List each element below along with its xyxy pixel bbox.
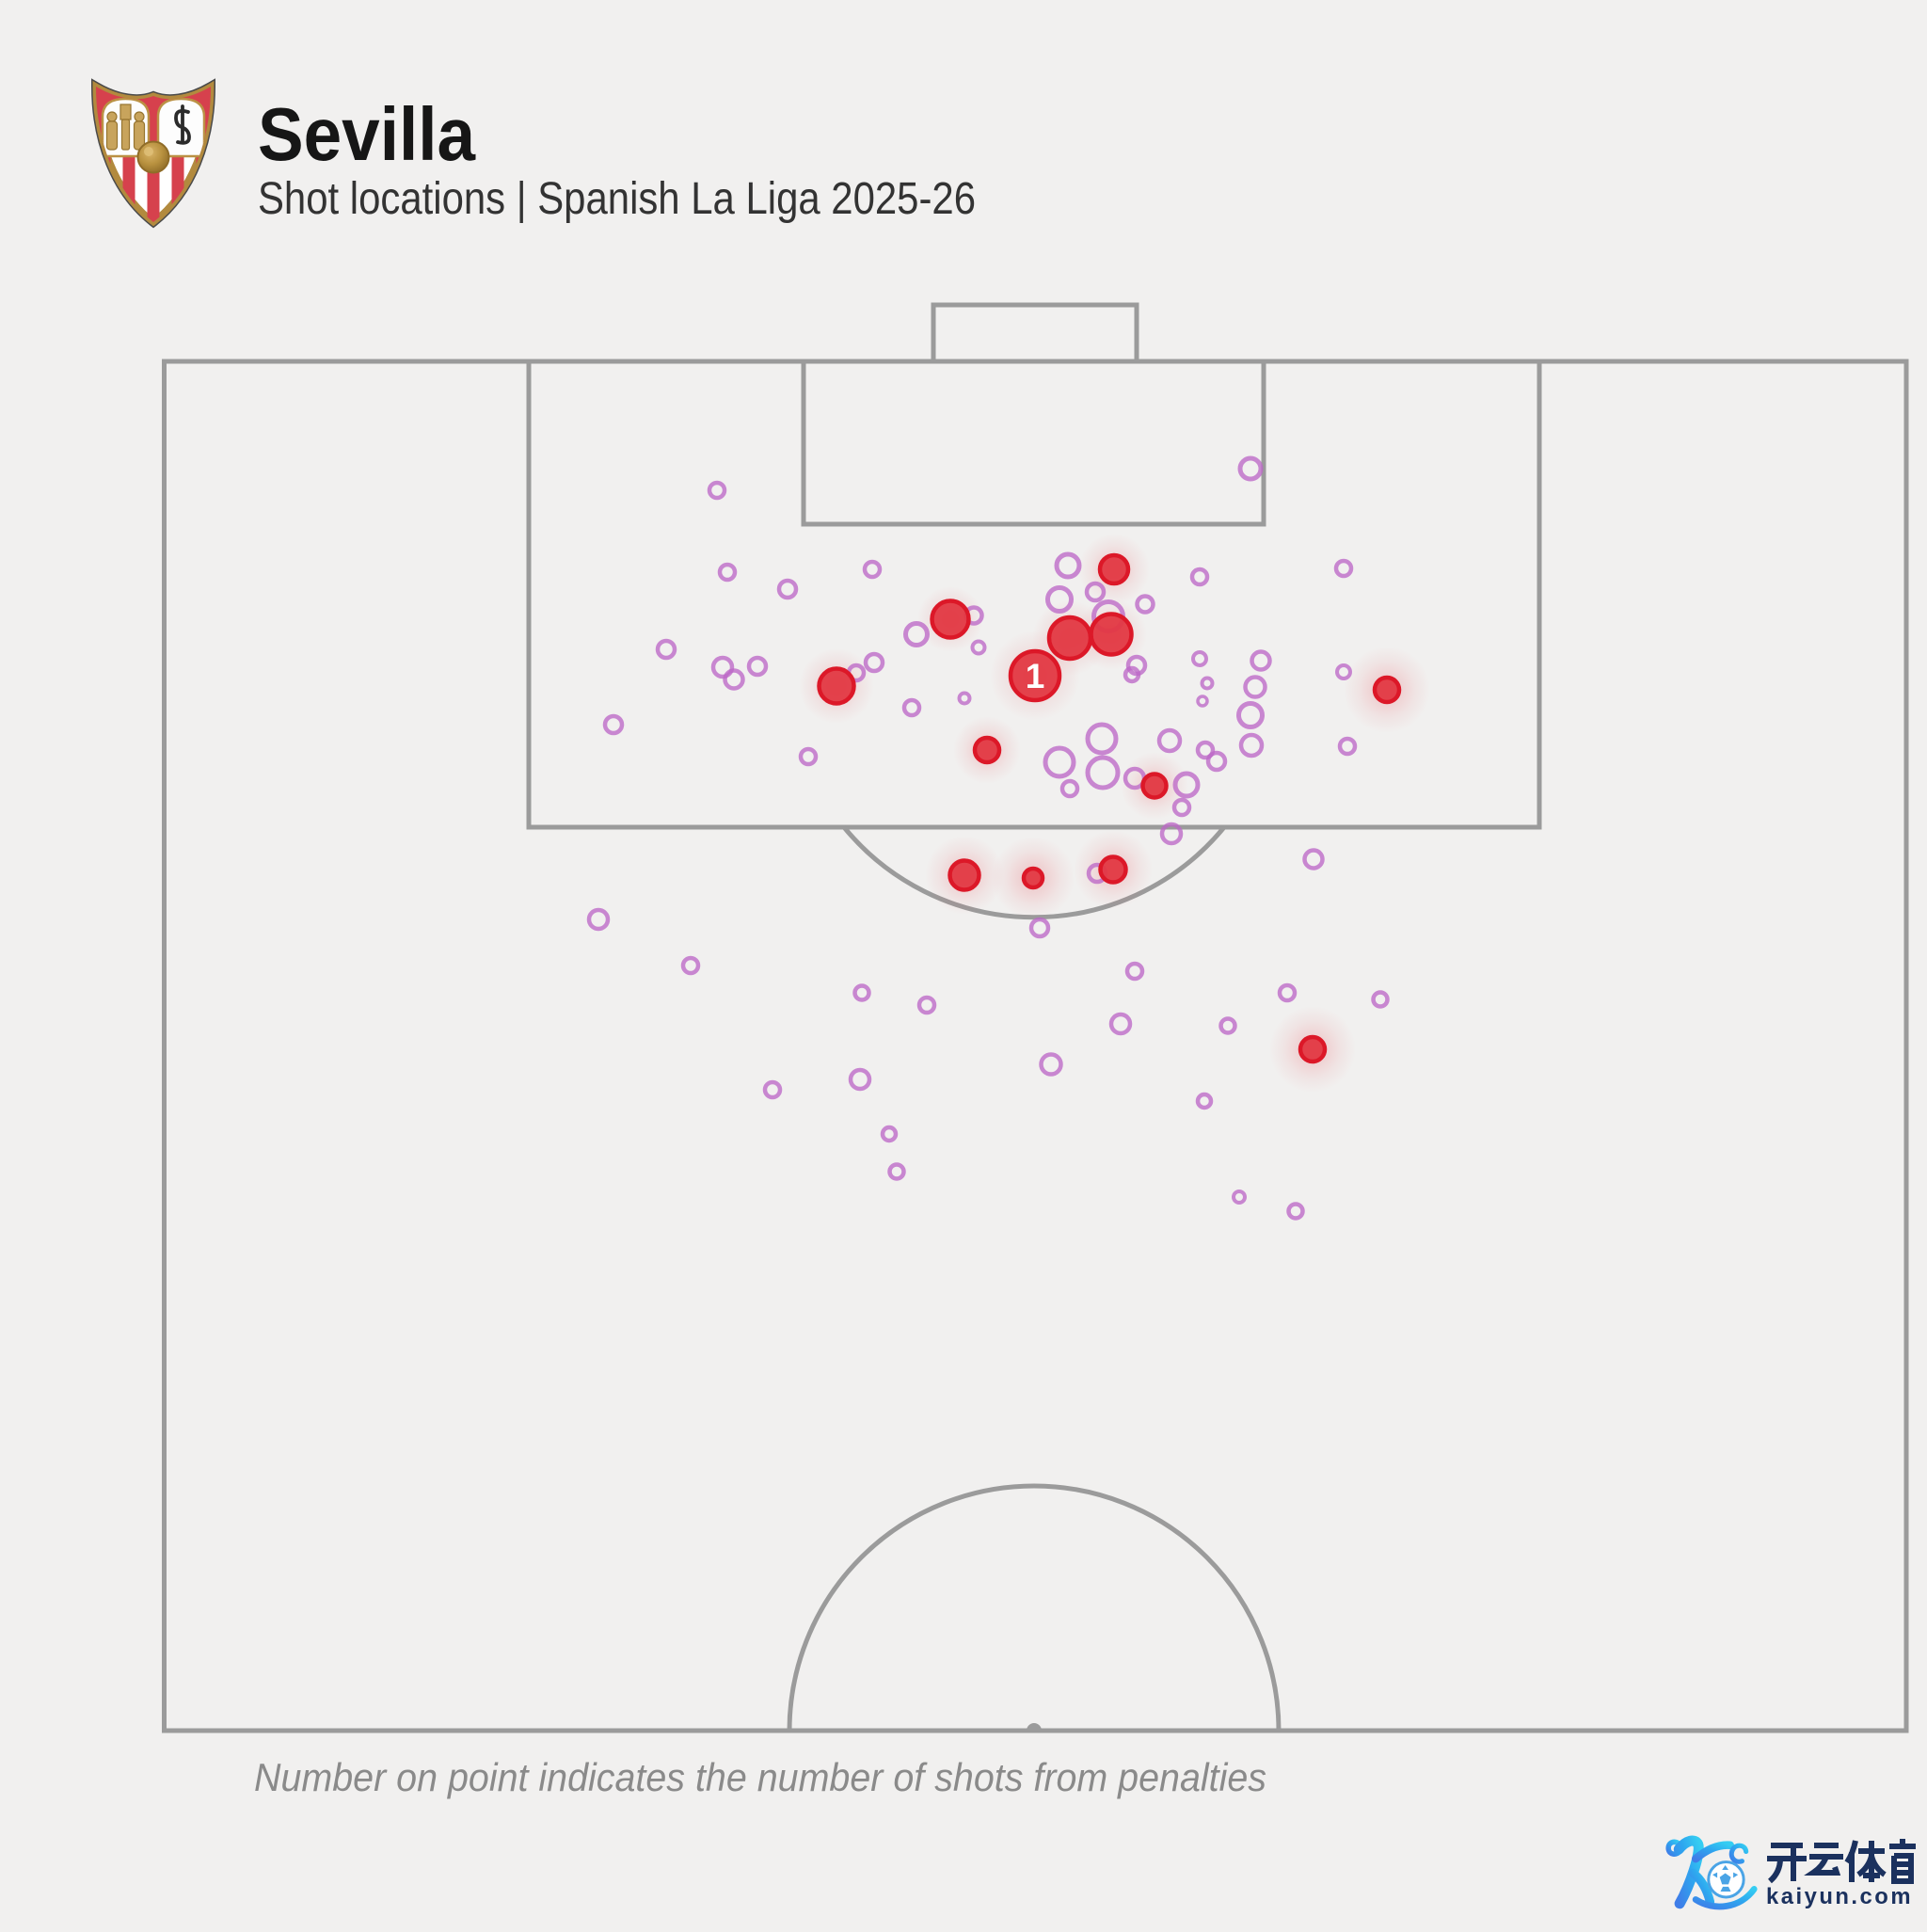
svg-text:kaiyun.com: kaiyun.com — [1766, 1884, 1913, 1909]
svg-text:1: 1 — [1026, 657, 1045, 695]
svg-text:Sevilla: Sevilla — [258, 92, 475, 176]
svg-text:Number on point indicates the: Number on point indicates the number of … — [254, 1755, 1266, 1799]
svg-text:Shot locations | Spanish La Li: Shot locations | Spanish La Liga 2025-26 — [258, 174, 976, 224]
